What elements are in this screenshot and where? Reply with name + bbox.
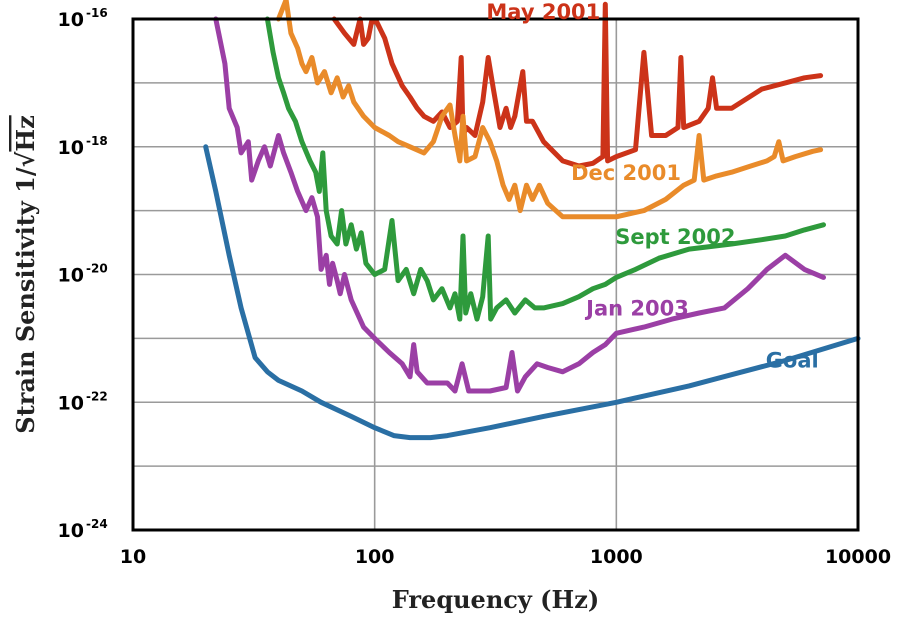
y-tick-exponent: -18 xyxy=(86,134,108,148)
y-tick-label: 10 xyxy=(58,137,84,159)
y-tick-exponent: -22 xyxy=(86,389,108,403)
y-tick-exponent: -16 xyxy=(86,6,108,20)
series-line-jan-2003 xyxy=(213,16,826,394)
x-tick-label: 1000 xyxy=(590,546,643,568)
y-axis-title-unit: Hz xyxy=(11,115,40,151)
series-line-sept-2002 xyxy=(264,16,826,322)
y-tick-exponent: -20 xyxy=(86,262,108,276)
series-label-may-2001: May 2001 xyxy=(486,0,600,24)
y-axis-title-radical: √ xyxy=(11,151,40,167)
x-tick-label: 100 xyxy=(355,546,395,568)
y-axis-title: Strain Sensitivity 1/√Hz xyxy=(11,115,40,433)
series-layer xyxy=(203,0,861,441)
y-tick-label: 10 xyxy=(58,520,84,542)
series-line-dec-2001 xyxy=(276,0,824,220)
series-label-dec-2001: Dec 2001 xyxy=(571,161,681,185)
y-tick-label: 10 xyxy=(58,392,84,414)
x-tick-label: 10 xyxy=(120,546,146,568)
x-tick-labels: 10 100 1000 10000 xyxy=(120,546,891,568)
series-label-goal: Goal xyxy=(766,348,819,372)
plot-frame xyxy=(131,17,860,532)
series-labels: May 2001 Dec 2001 Sept 2002 Jan 2003 Goal xyxy=(486,0,818,372)
y-tick-exponent: -24 xyxy=(86,517,108,531)
y-axis-title-text: Strain Sensitivity 1/ xyxy=(11,167,40,434)
series-label-sept-2002: Sept 2002 xyxy=(615,225,735,249)
y-tick-label: 10 xyxy=(58,9,84,31)
series-line-goal xyxy=(203,144,861,441)
y-tick-label: 10 xyxy=(58,265,84,287)
x-tick-label: 10000 xyxy=(825,546,891,568)
series-label-jan-2003: Jan 2003 xyxy=(584,296,689,320)
series-line-may-2001 xyxy=(331,1,824,169)
x-axis-title: Frequency (Hz) xyxy=(392,585,599,614)
